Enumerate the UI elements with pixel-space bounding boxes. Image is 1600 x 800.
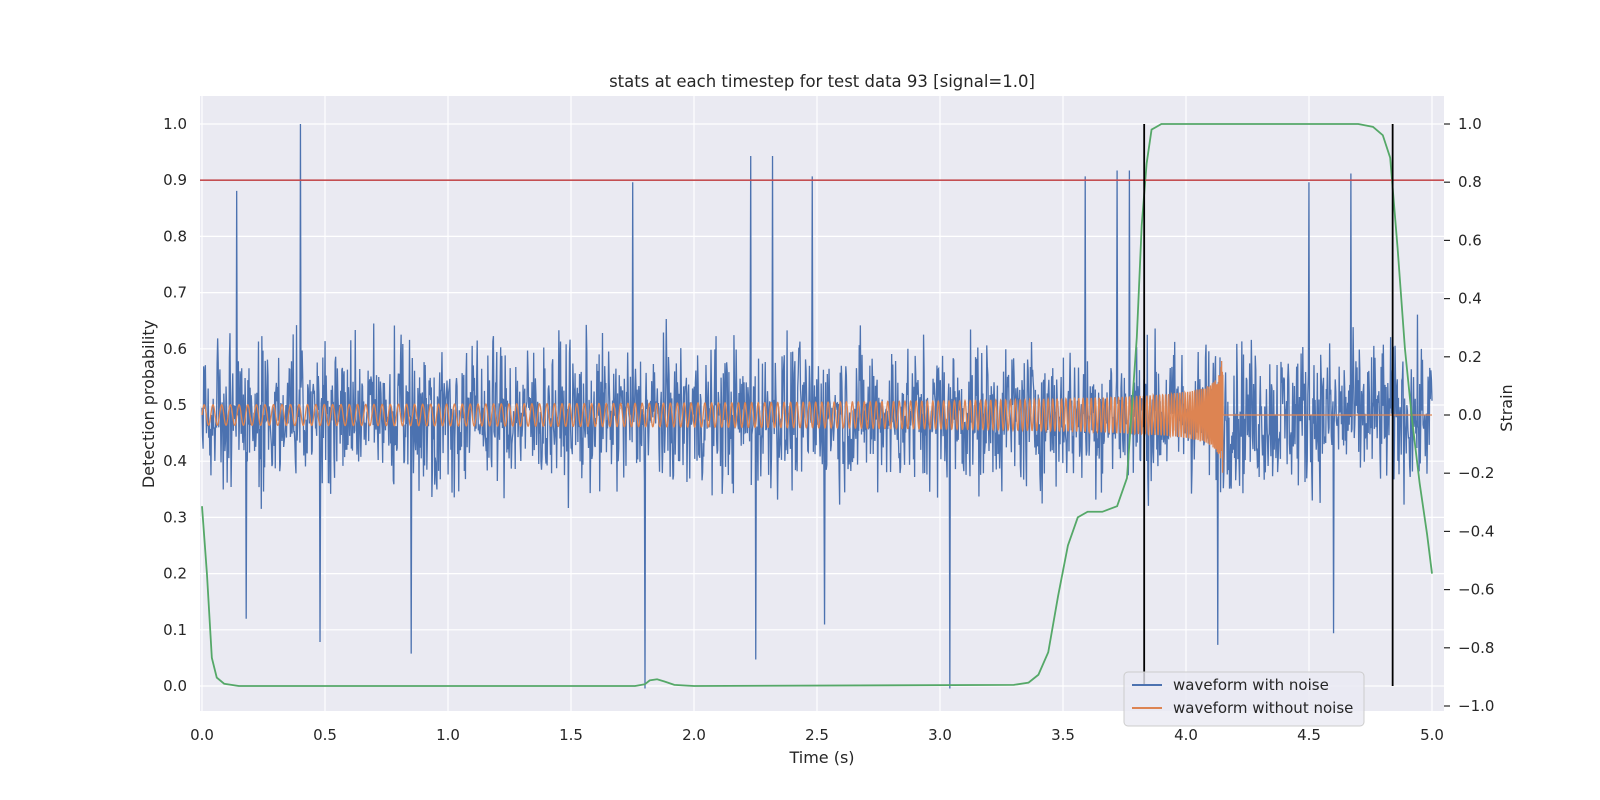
y-left-tick-label: 0.4	[163, 452, 187, 470]
x-axis-label: Time (s)	[788, 748, 854, 767]
y-right-tick-label: 0.2	[1458, 348, 1482, 366]
legend-label-noise: waveform with noise	[1173, 676, 1329, 694]
y-left-tick-label: 0.0	[163, 677, 187, 695]
y-left-tick-label: 1.0	[163, 115, 187, 133]
y-left-tick-label: 0.3	[163, 508, 187, 526]
y-right-tick-label: −0.8	[1458, 639, 1494, 657]
y-right-tick-label: 0.0	[1458, 406, 1482, 424]
y-left-tick-label: 0.5	[163, 396, 187, 414]
y-left-tick-label: 0.1	[163, 621, 187, 639]
y-right-tick-label: −1.0	[1458, 697, 1494, 715]
series-layer	[200, 123, 1444, 689]
y-left-tick-label: 0.7	[163, 284, 187, 302]
x-tick-label: 3.0	[928, 726, 952, 744]
y-axis-label-right: Strain	[1497, 384, 1516, 431]
x-tick-label: 1.5	[559, 726, 583, 744]
x-tick-label: 4.0	[1174, 726, 1198, 744]
legend-box	[1123, 671, 1365, 727]
y-left-tick-label: 0.8	[163, 227, 187, 245]
y-right-tick-label: 0.6	[1458, 231, 1482, 249]
legend: waveform with noise waveform without noi…	[1123, 671, 1365, 727]
ticks: 0.0 0.5 1.0 1.5 2.0 2.5 3.0 3.5 4.0 4.5 5.0 0.0 0.1 0…	[163, 115, 1494, 744]
x-tick-label: 4.5	[1297, 726, 1321, 744]
legend-label-clean: waveform without noise	[1173, 699, 1353, 717]
x-tick-label: 2.0	[682, 726, 706, 744]
series-line-waveform-without-noise	[201, 361, 1432, 473]
x-tick-label: 0.5	[313, 726, 337, 744]
y-left-tick-label: 0.9	[163, 171, 187, 189]
x-tick-label: 5.0	[1420, 726, 1444, 744]
x-tick-label: 0.0	[190, 726, 214, 744]
series-line-detection-probability	[201, 123, 1433, 687]
x-tick-label: 3.5	[1051, 726, 1075, 744]
x-tick-label: 2.5	[805, 726, 829, 744]
y-right-tick-label: −0.4	[1458, 522, 1494, 540]
y-right-tick-label: 0.8	[1458, 173, 1482, 191]
chart-title: stats at each timestep for test data 93 …	[609, 72, 1035, 91]
y-left-tick-label: 0.2	[163, 565, 187, 583]
y-left-tick-label: 0.6	[163, 340, 187, 358]
y-right-tick-label: −0.2	[1458, 464, 1494, 482]
y-right-tick-label: 1.0	[1458, 115, 1482, 133]
y-right-tick-label: −0.6	[1458, 581, 1494, 599]
x-tick-label: 1.0	[436, 726, 460, 744]
y-axis-label-left: Detection probability	[139, 320, 158, 488]
y-right-tick-label: 0.4	[1458, 290, 1482, 308]
